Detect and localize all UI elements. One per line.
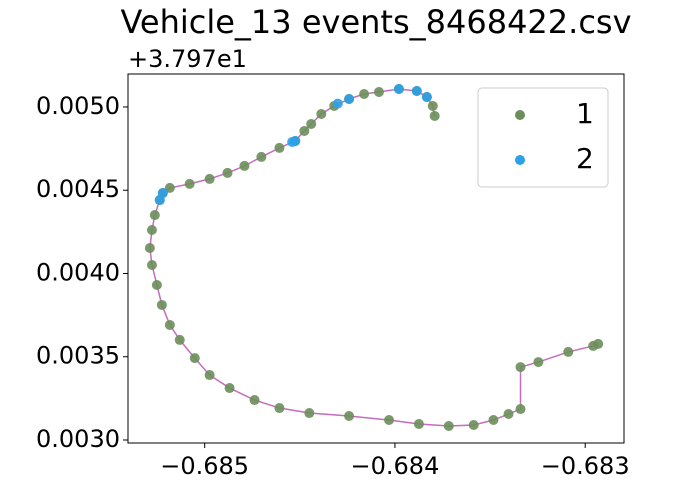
point [144, 243, 155, 254]
legend-label: 2 [576, 142, 594, 175]
point [274, 403, 285, 414]
point [393, 83, 404, 94]
x-tick-label: −0.685 [160, 452, 249, 480]
point [488, 415, 499, 426]
point [316, 108, 327, 119]
point [224, 383, 235, 394]
x-tick-label: −0.684 [351, 452, 440, 480]
offset-text: +3.797e1 [128, 45, 247, 73]
point [468, 420, 479, 431]
point [344, 93, 355, 104]
point [299, 125, 310, 136]
point [189, 353, 200, 364]
point [184, 178, 195, 189]
y-tick-label: 0.0040 [36, 258, 120, 286]
point [256, 151, 267, 162]
point [563, 346, 574, 357]
point [164, 319, 175, 330]
y-tick-label: 0.0050 [36, 92, 120, 120]
point [443, 421, 454, 432]
legend-marker [515, 155, 525, 165]
point [274, 142, 285, 153]
point [287, 136, 298, 147]
point [204, 173, 215, 184]
point [384, 415, 395, 426]
point [154, 195, 165, 206]
point [151, 279, 162, 290]
point [164, 182, 175, 193]
y-tick-label: 0.0030 [36, 425, 120, 453]
plot-frame [127, 73, 625, 444]
point [533, 357, 544, 368]
legend-box [477, 87, 609, 188]
point [306, 118, 317, 129]
point [429, 110, 440, 121]
y-tick-label: 0.0045 [36, 175, 120, 203]
point [239, 160, 250, 171]
point [249, 395, 260, 406]
point [411, 85, 422, 96]
point [427, 100, 438, 111]
point [515, 362, 526, 373]
x-tick-label: −0.683 [541, 452, 630, 480]
chart-title: Vehicle_13 events_8468422.csv [120, 3, 631, 41]
point [503, 409, 514, 420]
point [304, 408, 315, 419]
legend-label: 1 [576, 97, 594, 130]
point [515, 404, 526, 415]
point [146, 259, 157, 270]
point [373, 86, 384, 97]
point [222, 167, 233, 178]
point [344, 411, 355, 422]
point [204, 370, 215, 381]
point [359, 88, 370, 99]
point [593, 338, 604, 349]
point [332, 98, 343, 109]
point [156, 299, 167, 310]
point [146, 225, 157, 236]
point [174, 334, 185, 345]
y-tick-label: 0.0035 [36, 342, 120, 370]
point [149, 210, 160, 221]
point [421, 91, 432, 102]
point [413, 419, 424, 430]
legend-marker [515, 110, 525, 120]
